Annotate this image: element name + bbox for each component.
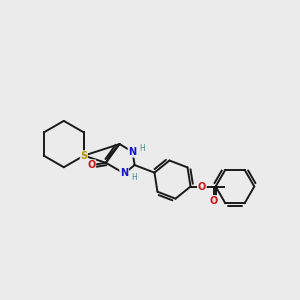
Text: O: O — [198, 182, 206, 191]
Text: O: O — [210, 196, 218, 206]
Text: S: S — [80, 151, 87, 160]
Text: H: H — [139, 144, 145, 153]
Text: H: H — [131, 172, 137, 182]
Text: N: N — [120, 169, 128, 178]
Text: N: N — [128, 147, 136, 157]
Text: O: O — [87, 160, 95, 170]
